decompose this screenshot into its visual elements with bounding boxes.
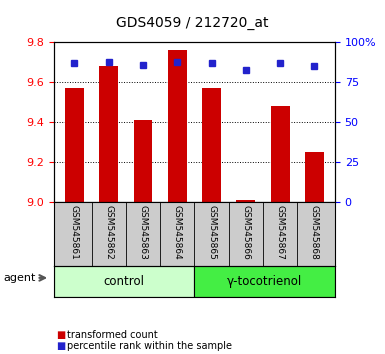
Bar [134,120,152,202]
Text: GSM545861: GSM545861 [70,205,79,260]
Text: percentile rank within the sample: percentile rank within the sample [67,341,233,351]
Text: GSM545866: GSM545866 [241,205,250,260]
Text: ■: ■ [56,330,65,339]
Bar [271,106,290,202]
Bar [168,51,187,202]
Bar [305,152,324,202]
Text: ■: ■ [56,341,65,351]
Bar [99,67,118,202]
Text: GSM545863: GSM545863 [139,205,147,260]
Text: GSM545864: GSM545864 [173,205,182,260]
Text: GDS4059 / 212720_at: GDS4059 / 212720_at [116,16,269,30]
Text: γ-tocotrienol: γ-tocotrienol [227,275,302,288]
Text: agent: agent [4,273,36,283]
Text: control: control [104,275,145,288]
Text: GSM545867: GSM545867 [276,205,285,260]
Bar [194,266,335,297]
Bar [54,266,194,297]
Text: GSM545868: GSM545868 [310,205,319,260]
Bar [202,88,221,202]
Bar [65,88,84,202]
Text: GSM545865: GSM545865 [207,205,216,260]
Text: transformed count: transformed count [67,330,158,339]
Text: GSM545862: GSM545862 [104,205,113,260]
Bar [236,200,255,202]
